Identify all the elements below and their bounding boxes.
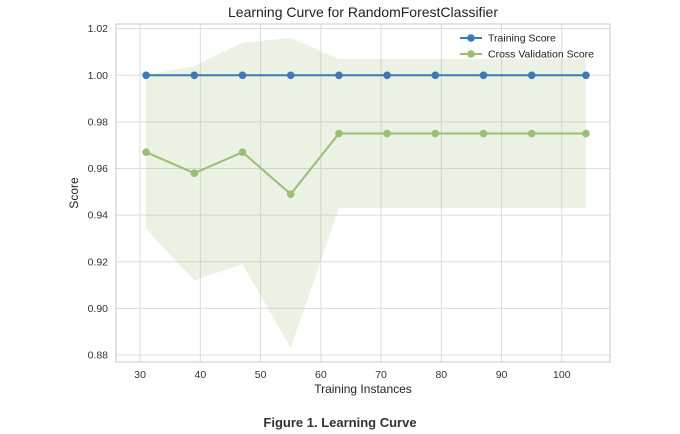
series-1-point — [190, 169, 199, 177]
series-0-point — [190, 71, 199, 80]
series-0-point — [431, 71, 440, 80]
series-0-point — [479, 71, 488, 80]
y-tick-label: 1.00 — [88, 70, 109, 82]
chart-svg: 30 40 50 60 70 80 90 100 0.88 0.90 0.92 0.94 0.96 0.9… — [67, 4, 611, 396]
plot-border — [115, 23, 611, 363]
series-1-point — [383, 129, 391, 138]
x-tick-label: 70 — [375, 369, 387, 381]
series-1-point — [142, 148, 150, 157]
legend-entry-label: Cross Validation Score — [488, 49, 594, 61]
y-tick-label: 0.98 — [88, 116, 109, 128]
series-1-point — [431, 129, 440, 138]
x-tick-label: 80 — [435, 369, 447, 381]
legend-swatch-marker — [467, 50, 475, 58]
learning-curve-chart: 30 40 50 60 70 80 90 100 0.88 0.90 0.92 0.94 0.96 0.9… — [67, 4, 611, 396]
series-0-point — [527, 71, 536, 80]
series-1-point — [238, 148, 247, 157]
series-1-point — [286, 190, 295, 198]
x-tick-label: 90 — [496, 369, 508, 381]
y-tick-label: 0.92 — [88, 256, 109, 268]
y-axis-label: Score — [67, 177, 81, 209]
series-points — [142, 71, 590, 198]
tick-labels: 30 40 50 60 70 80 90 100 0.88 0.90 0.92 0.94 0.96 0.9… — [88, 23, 571, 381]
series-0-point — [238, 71, 247, 80]
y-tick-label: 1.02 — [88, 23, 109, 35]
series-0-point — [582, 71, 590, 80]
x-tick-label: 60 — [315, 369, 327, 381]
y-tick-label: 0.94 — [88, 210, 109, 222]
x-tick-label: 100 — [553, 369, 571, 381]
series-lines — [145, 74, 586, 196]
series-1-point — [479, 129, 488, 138]
legend-entry-label: Training Score — [488, 33, 556, 45]
series-0-point — [335, 71, 343, 80]
legend-swatch-marker — [467, 34, 475, 42]
x-tick-label: 40 — [194, 369, 206, 381]
series-0-point — [383, 71, 391, 80]
series-1-line — [145, 132, 586, 196]
x-tick-label: 50 — [255, 369, 267, 381]
y-tick-label: 0.90 — [88, 303, 109, 315]
series-1-point — [527, 129, 536, 138]
series-1-point — [582, 129, 590, 138]
series-0-point — [286, 71, 295, 80]
x-tick-label: 30 — [134, 369, 146, 381]
figure-caption: Figure 1. Learning Curve — [263, 415, 417, 430]
y-tick-label: 0.96 — [88, 163, 109, 175]
plot-area — [116, 24, 610, 362]
confidence-bands — [146, 37, 586, 349]
series-1-point — [335, 129, 343, 138]
series-0-point — [142, 71, 150, 80]
x-axis-label: Training Instances — [314, 382, 412, 396]
chart-title: Learning Curve for RandomForestClassifie… — [228, 4, 498, 20]
y-tick-label: 0.88 — [88, 350, 109, 362]
legend: Training Score Cross Validation Score — [460, 33, 594, 61]
series-1-band — [146, 37, 586, 349]
